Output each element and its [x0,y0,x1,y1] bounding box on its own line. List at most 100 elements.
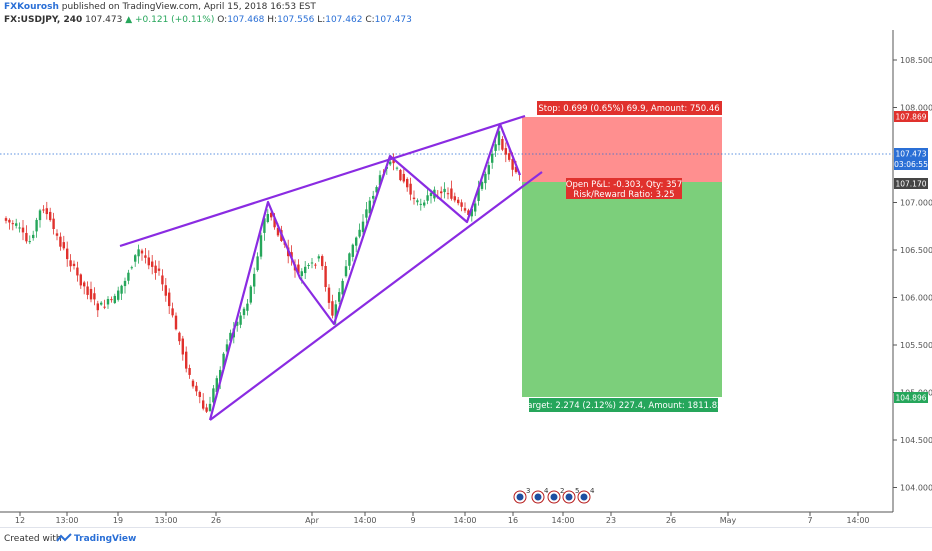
entry-price-text: 107.170 [895,180,926,189]
event-marker-flag-icon[interactable]: 4 [531,487,549,504]
price-tick-label: 104.000 [900,484,932,493]
publish-text: published on TradingView.com, April 15, … [61,2,316,12]
candle [314,263,317,269]
candle [463,202,467,213]
candle [134,253,137,267]
candle [86,281,89,300]
pnl-label-text: Open P&L: -0.303, Qty: 357 [566,180,683,190]
price-tick-label: 108.000 [900,104,932,113]
tradingview-brand[interactable]: TradingView [74,534,137,544]
stop-loss-zone[interactable] [522,117,722,182]
candle [154,260,157,280]
candle [409,177,412,201]
candle [416,198,419,206]
candle [11,220,14,231]
candle [151,255,154,275]
candle [474,199,477,217]
candle [83,280,86,295]
event-marker-flag-icon[interactable]: 4 [577,487,595,504]
target-label[interactable]: Target: 2.274 (2.12%) 227.4, Amount: 181… [522,398,723,412]
candle [443,182,446,199]
pnl-label[interactable]: Open P&L: -0.303, Qty: 357 Risk/Reward R… [566,178,683,200]
candle [480,180,484,191]
candle [365,202,368,224]
candle [249,284,252,305]
candle [38,208,42,228]
candle [120,284,123,300]
candle [79,273,82,289]
event-count: 5 [575,487,579,495]
time-tick-label: 19 [113,516,123,525]
time-tick-label: 16 [508,516,518,525]
candle [399,168,402,182]
candle [317,254,320,262]
candle [42,205,45,214]
candle [212,384,215,405]
candle [239,312,242,329]
target-price-tag: 104.896 [894,392,928,403]
symbol-label[interactable]: FX:USDJPY, 240 [4,15,83,25]
candle [130,265,133,270]
candle [157,260,161,276]
candle [55,229,59,241]
candle [348,252,351,270]
candle [440,186,443,200]
economic-events[interactable]: 3 4 2 5 4 [513,487,595,504]
event-marker-flag-icon[interactable]: 5 [562,487,579,504]
open-label: O: [217,15,228,25]
candle [412,190,416,205]
wedge-upper-trendline[interactable] [119,114,526,248]
time-tick-label: 26 [211,516,221,525]
event-marker-flag-icon[interactable]: 3 [513,487,530,504]
candle [137,244,140,264]
time-tick-label: 23 [606,516,616,525]
candle [205,403,208,413]
candle [69,254,72,272]
take-profit-zone[interactable] [522,182,722,397]
candle [406,177,409,192]
wave-pattern-polyline[interactable] [208,122,522,421]
candle [49,207,52,222]
candle [174,312,178,331]
candle [185,346,188,373]
candle [140,248,144,261]
candle [446,187,450,200]
candle [202,393,205,411]
candle [358,223,361,239]
time-tick-label: 14:00 [551,516,574,525]
time-axis[interactable]: 12 13:00 19 13:00 26 Apr 14:00 9 14:00 16 14:00 23 2… [15,512,870,525]
candle [355,236,358,253]
author-name[interactable]: FXKourosh [4,2,59,12]
candle [460,199,463,212]
candle [117,286,120,302]
stop-label[interactable]: Stop: 0.699 (0.65%) 69.9, Amount: 750.46 [537,101,722,115]
candle [195,381,198,396]
event-count: 2 [560,487,564,495]
candle [113,293,116,305]
candle [171,302,174,318]
publish-info: FXKourosh published on TradingView.com, … [4,2,316,12]
wedge-lower-trendline[interactable] [209,171,543,421]
created-with-text: Created with [4,534,62,544]
candle [497,129,501,151]
candle [8,218,11,230]
stop-price-text: 107.869 [895,113,926,122]
price-change: ▲ +0.121 (+0.11%) [125,15,215,25]
candle [123,277,127,294]
candle [504,142,507,163]
time-tick-label: May [720,516,737,525]
current-price-tag: 107.473 03:06:55 [894,148,928,170]
time-tick-label: 13:00 [154,516,177,525]
pnl-label-box [566,178,682,199]
candle [484,171,487,190]
rising-wedge-pattern[interactable] [119,114,543,421]
candle [103,299,106,310]
candle [110,296,113,303]
candle [18,222,21,233]
candle [487,161,490,180]
time-tick-label: 12 [15,516,25,525]
candle [450,180,453,201]
event-marker-flag-icon[interactable]: 2 [547,487,564,504]
candle [35,217,38,238]
